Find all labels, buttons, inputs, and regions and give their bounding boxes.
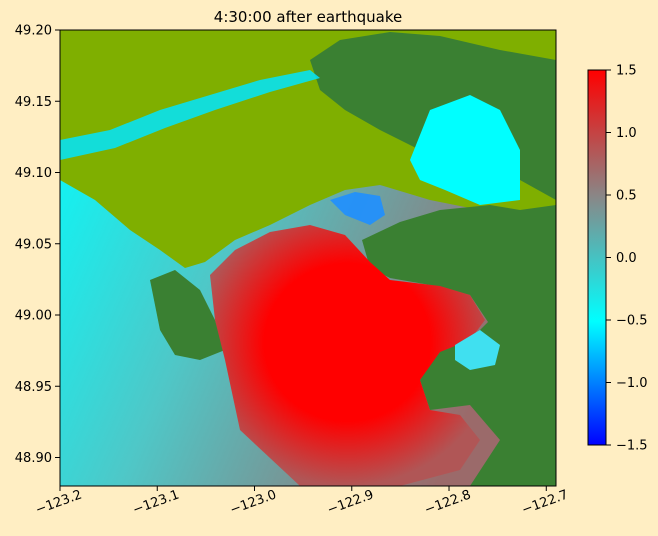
x-tick-label: −122.7 bbox=[520, 487, 570, 518]
colorbar-axis: −1.5 −1.0 −0.5 0.0 0.5 1.0 1.5 bbox=[606, 64, 648, 454]
y-tick-label: 49.15 bbox=[15, 95, 52, 110]
y-tick-label: 48.95 bbox=[15, 380, 52, 395]
x-tick-label: −123.0 bbox=[228, 487, 278, 518]
shoreline-trough bbox=[330, 192, 385, 225]
x-tick-label: −123.2 bbox=[34, 487, 84, 518]
colorbar bbox=[587, 69, 607, 446]
heatmap-field bbox=[60, 30, 556, 486]
tsunami-high-zone bbox=[210, 225, 485, 486]
y-tick-label: 49.05 bbox=[15, 237, 52, 252]
x-tick-label: −122.8 bbox=[423, 487, 473, 518]
colorbar-tick-label: −1.0 bbox=[616, 376, 648, 391]
x-tick-label: −123.1 bbox=[131, 487, 181, 518]
colorbar-tick-label: 1.0 bbox=[616, 126, 637, 141]
colorbar-tick-label: 0.0 bbox=[616, 251, 637, 266]
y-tick-label: 49.10 bbox=[15, 166, 52, 181]
colorbar-tick-label: −1.5 bbox=[616, 439, 648, 454]
x-axis: −123.2 −123.1 −123.0 −122.9 −122.8 −122.7 bbox=[34, 486, 570, 518]
peninsula-land bbox=[150, 270, 225, 360]
y-axis: 48.90 48.95 49.00 49.05 49.10 49.15 49.20 bbox=[15, 24, 60, 466]
y-tick-label: 48.90 bbox=[15, 451, 52, 466]
inlet-water bbox=[410, 95, 520, 205]
chart-title: 4:30:00 after earthquake bbox=[214, 8, 402, 26]
y-tick-label: 49.00 bbox=[15, 309, 52, 324]
colorbar-tick-label: −0.5 bbox=[616, 314, 648, 329]
plot-frame bbox=[59, 29, 557, 487]
bay-water bbox=[455, 330, 500, 370]
x-tick-label: −122.9 bbox=[325, 487, 375, 518]
y-tick-label: 49.20 bbox=[15, 24, 52, 39]
colorbar-tick-label: 1.5 bbox=[616, 64, 637, 79]
river-channel bbox=[60, 70, 320, 160]
colorbar-tick-label: 0.5 bbox=[616, 189, 637, 204]
